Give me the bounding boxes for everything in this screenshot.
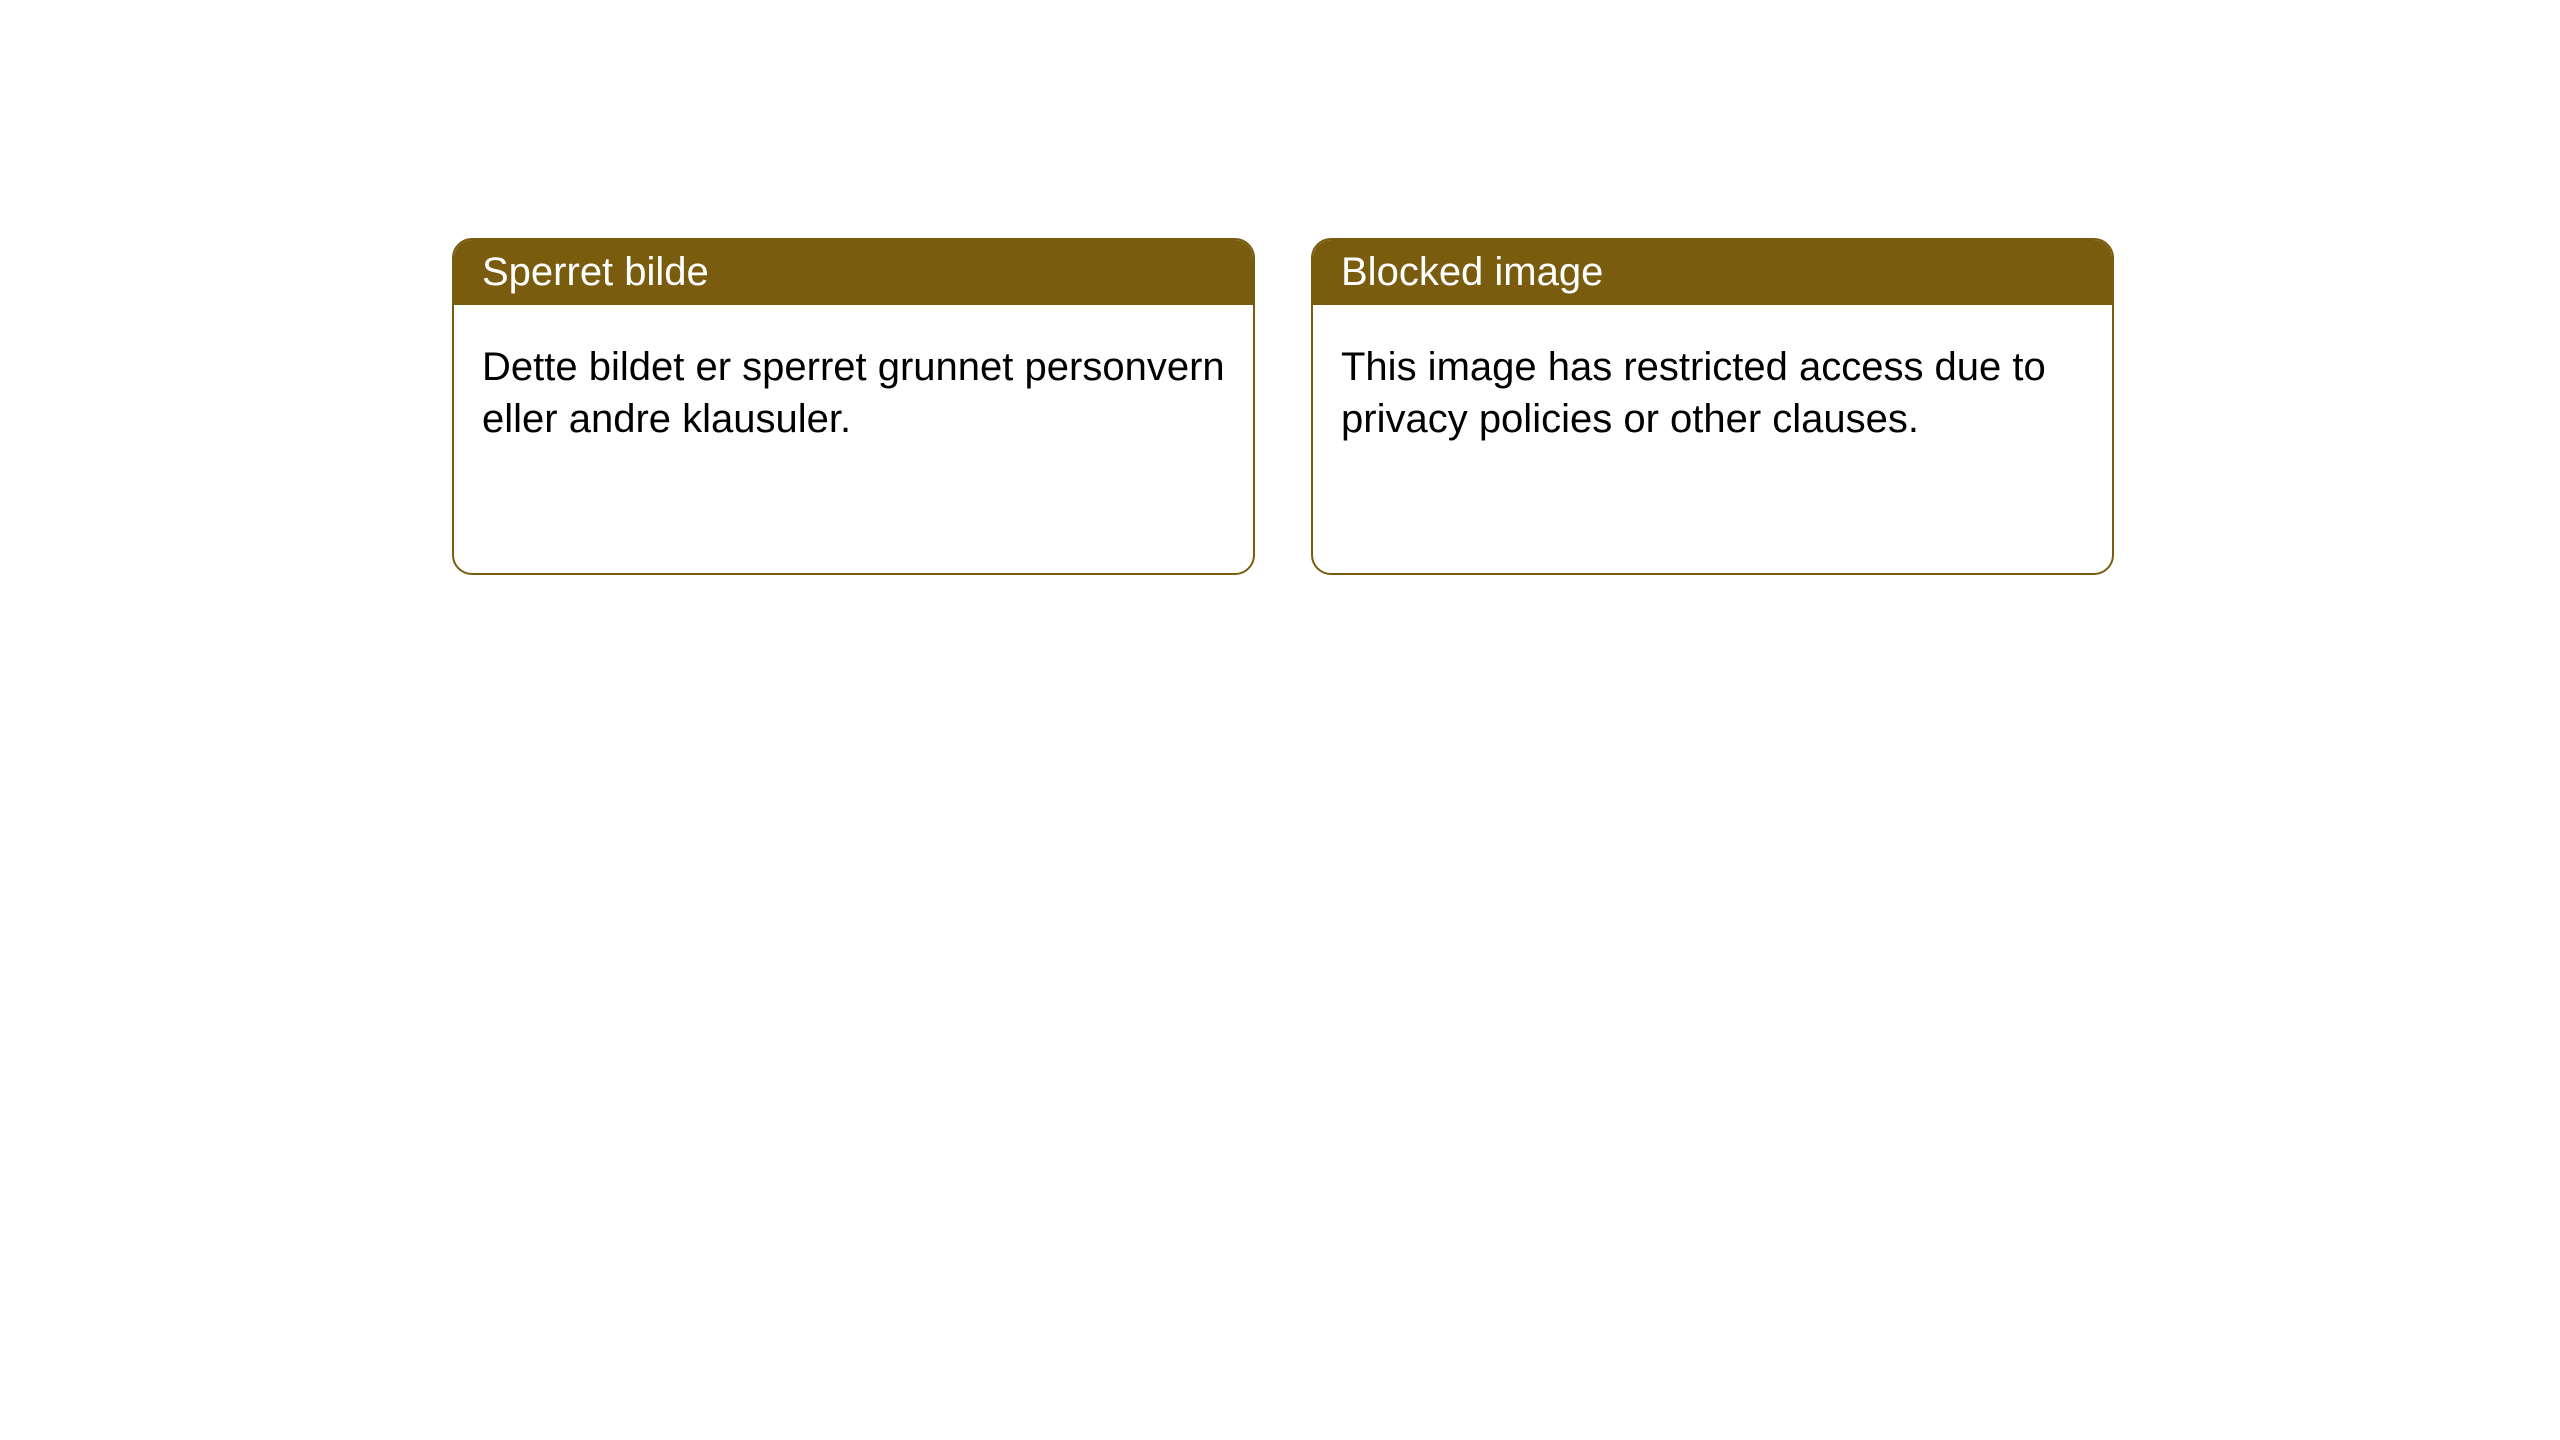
- card-header: Blocked image: [1313, 240, 2112, 305]
- card-body: Dette bildet er sperret grunnet personve…: [454, 305, 1253, 481]
- card-body-text: Dette bildet er sperret grunnet personve…: [482, 345, 1225, 441]
- card-title: Blocked image: [1341, 250, 1603, 294]
- card-norwegian: Sperret bilde Dette bildet er sperret gr…: [452, 238, 1255, 575]
- card-title: Sperret bilde: [482, 250, 709, 294]
- card-english: Blocked image This image has restricted …: [1311, 238, 2114, 575]
- card-body: This image has restricted access due to …: [1313, 305, 2112, 481]
- cards-container: Sperret bilde Dette bildet er sperret gr…: [452, 238, 2114, 575]
- card-header: Sperret bilde: [454, 240, 1253, 305]
- card-body-text: This image has restricted access due to …: [1341, 345, 2046, 441]
